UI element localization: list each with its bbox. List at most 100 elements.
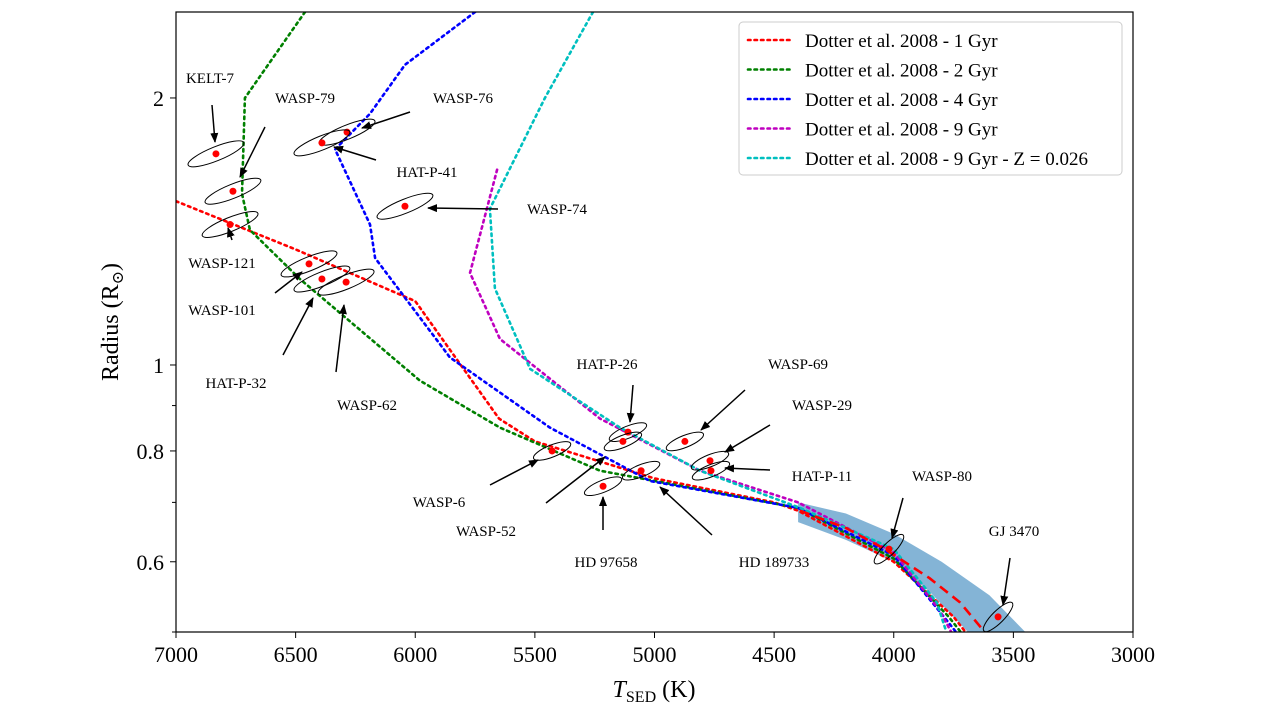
star-hat-p-32: HAT-P-32 <box>205 265 351 392</box>
error-ellipse <box>280 250 338 278</box>
y-tick-label: 2 <box>153 86 164 111</box>
data-point <box>401 202 409 210</box>
star-kelt-7: KELT-7 <box>186 71 245 168</box>
star-label: HD 189733 <box>739 555 809 571</box>
star-label: WASP-29 <box>792 398 852 414</box>
error-ellipse <box>583 476 623 497</box>
annotation-arrow <box>239 126 266 178</box>
data-point <box>599 482 607 490</box>
annotation-arrow <box>489 459 539 486</box>
annotation-arrow <box>659 486 713 536</box>
error-ellipse <box>317 268 375 296</box>
star-label: GJ 3470 <box>989 524 1039 540</box>
annotation-arrow <box>700 389 746 431</box>
data-point <box>707 467 715 475</box>
error-ellipse <box>532 441 572 461</box>
legend-label: Dotter et al. 2008 - 1 Gyr <box>805 31 998 52</box>
star-label: WASP-69 <box>768 357 828 373</box>
annotation-arrow <box>724 424 771 453</box>
legend-label: Dotter et al. 2008 - 4 Gyr <box>805 90 998 111</box>
x-tick-label: 3500 <box>991 642 1035 667</box>
star-label: WASP-52 <box>456 524 516 540</box>
data-point <box>226 221 234 229</box>
annotation-arrow <box>282 297 314 356</box>
error-ellipse <box>621 460 661 481</box>
annotation-arrow <box>333 145 377 161</box>
x-tick-label: 6000 <box>393 642 437 667</box>
data-point <box>212 150 220 158</box>
legend-label: Dotter et al. 2008 - 2 Gyr <box>805 61 998 82</box>
error-ellipse <box>376 192 434 220</box>
star-label: WASP-74 <box>527 202 588 218</box>
annotation-arrow <box>545 456 606 504</box>
y-tick-label: 0.6 <box>137 550 165 575</box>
x-tick-label: 5000 <box>633 642 677 667</box>
star-hd-189733: HD 189733 <box>621 460 809 571</box>
star-hat-p-41: HAT-P-41 <box>293 129 458 181</box>
star-label: WASP-6 <box>413 495 466 511</box>
star-label: HAT-P-32 <box>205 376 266 392</box>
y-tick-label: 0.8 <box>137 439 165 464</box>
annotation-arrow <box>274 271 303 294</box>
data-point <box>318 275 326 283</box>
error-ellipse <box>873 533 905 565</box>
data-point <box>994 613 1002 621</box>
star-wasp-101: WASP-101 <box>188 250 338 319</box>
star-wasp-69: WASP-69 <box>665 357 828 452</box>
y-tick-label: 1 <box>153 353 164 378</box>
error-ellipse <box>187 140 245 168</box>
annotation-arrow <box>335 304 347 373</box>
star-label: HD 97658 <box>575 555 638 571</box>
legend-label: Dotter et al. 2008 - 9 Gyr <box>805 120 998 141</box>
star-wasp-76: WASP-76 <box>318 91 494 146</box>
star-wasp-80: WASP-80 <box>873 469 972 565</box>
annotation-arrow <box>890 497 904 539</box>
error-ellipse <box>665 431 705 452</box>
star-wasp-79: WASP-79 <box>204 91 335 205</box>
star-label: KELT-7 <box>186 71 235 87</box>
y-axis-label: Radius (R⊙) <box>98 263 127 381</box>
annotation-arrow <box>210 104 219 143</box>
annotation-arrow <box>1000 557 1011 606</box>
legend: Dotter et al. 2008 - 1 Gyr Dotter et al. … <box>738 21 1123 176</box>
star-hat-p-26: HAT-P-26 <box>576 357 648 442</box>
star-label: WASP-80 <box>912 469 972 485</box>
x-tick-label: 3000 <box>1111 642 1155 667</box>
star-label: WASP-101 <box>188 303 256 319</box>
error-ellipse <box>690 450 730 471</box>
star-gj-3470: GJ 3470 <box>982 524 1039 633</box>
annotation-arrow <box>724 464 771 473</box>
error-ellipse <box>691 460 731 481</box>
star-wasp-6: WASP-6 <box>413 441 572 511</box>
error-ellipse <box>608 422 648 442</box>
error-ellipse <box>293 129 351 157</box>
star-hat-p-11: HAT-P-11 <box>691 460 853 485</box>
error-ellipse <box>603 431 643 452</box>
isochrone-line-0 <box>176 199 967 632</box>
data-point <box>619 437 627 445</box>
x-tick-label: 4000 <box>872 642 916 667</box>
x-tick-label: 4500 <box>752 642 796 667</box>
data-point <box>305 260 313 268</box>
error-ellipse <box>982 601 1014 633</box>
star-label: WASP-76 <box>433 91 494 107</box>
star-hd-97658: HD 97658 <box>575 476 638 571</box>
x-tick-label: 6500 <box>274 642 318 667</box>
data-point <box>706 457 714 465</box>
data-point <box>885 545 893 553</box>
data-point <box>229 187 237 195</box>
x-axis-label: TSED (K) <box>613 677 696 706</box>
annotation-arrow <box>361 111 411 129</box>
isochrone-line-4 <box>488 12 948 632</box>
x-tick-label: 5500 <box>513 642 557 667</box>
dashed-extension-line <box>799 509 986 632</box>
star-label: HAT-P-11 <box>792 469 853 485</box>
data-point <box>548 447 556 455</box>
star-label: HAT-P-26 <box>576 357 638 373</box>
star-label: HAT-P-41 <box>396 165 457 181</box>
star-label: WASP-121 <box>188 256 256 272</box>
annotation-arrow <box>626 384 635 423</box>
star-wasp-62: WASP-62 <box>317 268 397 414</box>
data-point <box>342 278 350 286</box>
